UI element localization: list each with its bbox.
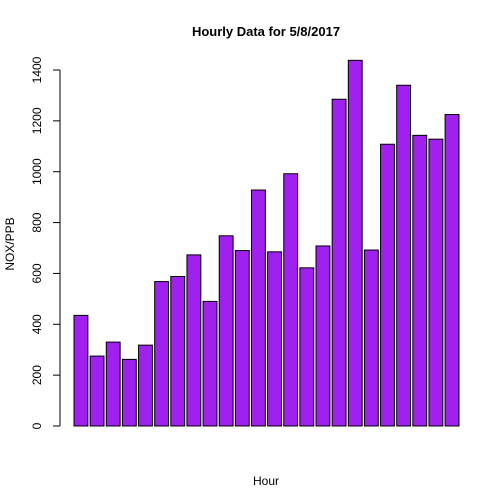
bar-20 — [380, 143, 395, 427]
bar-5 — [138, 344, 153, 427]
bar-4 — [121, 358, 137, 427]
bar-21 — [396, 84, 412, 427]
bar-23 — [428, 138, 444, 427]
y-tick-label: 1400 — [30, 56, 44, 83]
y-tick-label: 1200 — [30, 107, 44, 134]
bar-17 — [331, 98, 347, 427]
y-axis-label: NOX/PPB — [3, 217, 17, 270]
y-tick-label: 800 — [30, 212, 44, 232]
bar-8 — [186, 254, 202, 427]
y-tick-label: 400 — [30, 314, 44, 334]
bar-10 — [218, 235, 234, 427]
bar-18 — [347, 59, 363, 427]
y-axis: 0 200 400 600 800 1000 1200 1400 — [30, 56, 61, 429]
x-axis-label: Hour — [253, 474, 279, 488]
bar-13 — [267, 251, 282, 427]
bar-2 — [89, 355, 105, 427]
bar-14 — [283, 173, 299, 427]
y-tick-label: 1000 — [30, 158, 44, 185]
chart-title: Hourly Data for 5/8/2017 — [192, 24, 340, 39]
y-tick-label: 600 — [30, 263, 44, 283]
y-tick-label: 0 — [30, 422, 44, 429]
bars — [73, 59, 460, 427]
bar-15 — [299, 267, 315, 427]
bar-16 — [315, 245, 331, 427]
bar-3 — [105, 341, 121, 427]
bar-9 — [202, 300, 218, 427]
bar-24 — [444, 114, 460, 427]
bar-12 — [250, 189, 266, 427]
bar-11 — [234, 250, 250, 427]
bar-22 — [412, 134, 428, 427]
bar-19 — [363, 249, 379, 427]
bar-6 — [154, 281, 170, 427]
y-tick-label: 200 — [30, 365, 44, 385]
bar-7 — [170, 275, 186, 427]
bar-1 — [73, 314, 89, 427]
